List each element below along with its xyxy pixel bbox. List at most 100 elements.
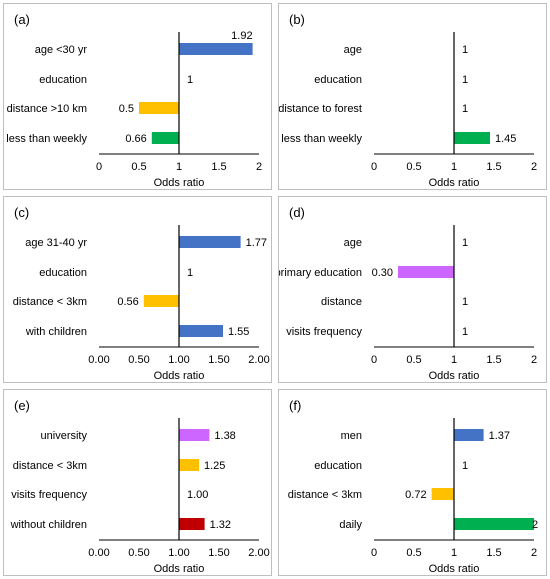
category-label: age <30 yr [35, 44, 88, 56]
chart-panel-e: 0.00 0.50 1.00 1.50 2.00 Odds ratio university… [3, 389, 272, 576]
value-label: 1 [187, 267, 193, 279]
x-tick-label: 0.5 [406, 547, 421, 559]
category-label: daily [339, 519, 362, 531]
x-tick-label: 0.50 [128, 547, 149, 559]
category-label: less than weekly [6, 133, 87, 145]
category-label: men [341, 430, 362, 442]
x-tick-label: 1.00 [168, 547, 189, 559]
value-label: 1 [187, 74, 193, 86]
value-label: 0.30 [372, 267, 393, 279]
x-tick-label: 0.00 [88, 354, 109, 366]
category-label: education [314, 460, 362, 472]
category-label: visits frequency [11, 489, 87, 501]
bar [454, 429, 484, 441]
x-tick-label: 1.00 [168, 354, 189, 366]
chart-panel-b: 0 0.5 1 1.5 2 Odds ratio age 1 education 1 distanc… [278, 3, 547, 190]
x-axis-title: Odds ratio [154, 177, 205, 189]
category-label: age [344, 44, 362, 56]
x-axis-title: Odds ratio [429, 563, 480, 575]
panel-label: (a) [14, 12, 30, 27]
bar [179, 459, 199, 471]
x-tick-label: 1.5 [486, 161, 501, 173]
category-label: without children [10, 519, 87, 531]
bar [143, 295, 179, 307]
x-tick-label: 1.5 [486, 547, 501, 559]
category-label: age 31-40 yr [25, 237, 87, 249]
x-tick-label: 0 [371, 354, 377, 366]
x-tick-label: 2.00 [248, 354, 269, 366]
bar [431, 488, 454, 500]
bar [151, 132, 179, 144]
chart-panel-f: 0 0.5 1 1.5 2 Odds ratio men 1.37 education 1 dist… [278, 389, 547, 576]
value-label: 1 [462, 44, 468, 56]
x-axis-title: Odds ratio [154, 370, 205, 382]
value-label: 1 [462, 74, 468, 86]
category-label: education [39, 267, 87, 279]
x-tick-label: 0.00 [88, 547, 109, 559]
value-label: 1 [462, 460, 468, 472]
x-tick-label: 0.5 [406, 161, 421, 173]
x-tick-label: 1.50 [208, 547, 229, 559]
x-tick-label: 1.5 [211, 161, 226, 173]
x-tick-label: 0 [96, 161, 102, 173]
bar [179, 43, 253, 55]
panel-label: (d) [289, 205, 305, 220]
chart-svg: 0.00 0.50 1.00 1.50 2.00 Odds ratio university… [10, 418, 270, 575]
bar [454, 132, 490, 144]
x-tick-label: 2.00 [248, 547, 269, 559]
value-label: 1.38 [214, 430, 235, 442]
x-tick-label: 2 [531, 354, 537, 366]
value-label: 1 [462, 103, 468, 115]
value-label: 0.56 [117, 296, 138, 308]
chart-svg: 0 0.5 1 1.5 2 Odds ratio men 1.37 education 1 dist… [288, 418, 538, 575]
value-label: 1.37 [489, 430, 510, 442]
x-tick-label: 0.5 [131, 161, 146, 173]
panel-label: (c) [14, 205, 30, 220]
category-label: university [41, 430, 88, 442]
chart-svg: 0.00 0.50 1.00 1.50 2.00 Odds ratio age 31-40 … [13, 225, 270, 382]
category-label: age [344, 237, 362, 249]
value-label: 1.00 [187, 489, 208, 501]
x-tick-label: 1 [451, 547, 457, 559]
x-tick-label: 1.50 [208, 354, 229, 366]
x-axis-title: Odds ratio [429, 177, 480, 189]
panel-label: (b) [289, 12, 305, 27]
value-label: 1.55 [228, 326, 249, 338]
category-label: education [314, 74, 362, 86]
x-tick-label: 1 [451, 161, 457, 173]
x-tick-label: 2 [256, 161, 262, 173]
value-label: 1.77 [246, 237, 267, 249]
x-tick-label: 1 [176, 161, 182, 173]
x-axis-title: Odds ratio [154, 563, 205, 575]
category-label: distance < 3km [288, 489, 362, 501]
bar [454, 518, 534, 530]
category-label: less than weekly [281, 133, 362, 145]
value-label: 2 [532, 519, 538, 531]
value-label: 0.5 [119, 103, 134, 115]
chart-panel-a: 0 0.5 1 1.5 2 Odds ratio age <30 yr 1.92 educati… [3, 3, 272, 190]
x-tick-label: 0 [371, 547, 377, 559]
value-label: 1.25 [204, 460, 225, 472]
value-label: 1 [462, 326, 468, 338]
value-label: 1.32 [210, 519, 231, 531]
x-tick-label: 0 [371, 161, 377, 173]
chart-svg: 0 0.5 1 1.5 2 Odds ratio age <30 yr 1.92 educati… [6, 30, 262, 189]
bar [139, 102, 179, 114]
x-axis-title: Odds ratio [429, 370, 480, 382]
x-tick-label: 2 [531, 547, 537, 559]
panel-label: (e) [14, 398, 30, 413]
category-label: distance < 3km [13, 460, 87, 472]
value-label: 0.72 [405, 489, 426, 501]
bar [179, 236, 241, 248]
chart-svg: 0 0.5 1 1.5 2 Odds ratio age 1 education 1 distanc… [279, 32, 537, 189]
chart-panel-c: 0.00 0.50 1.00 1.50 2.00 Odds ratio age 31-40 … [3, 196, 272, 383]
value-label: 1.92 [231, 30, 252, 42]
bar [179, 518, 205, 530]
category-label: distance >10 km [7, 103, 87, 115]
chart-svg: 0 0.5 1 1.5 2 Odds ratio age 1 primary education… [279, 225, 537, 382]
x-tick-label: 1 [451, 354, 457, 366]
category-label: distance to forest [279, 103, 362, 115]
category-label: with children [25, 326, 87, 338]
category-label: distance < 3km [13, 296, 87, 308]
category-label: visits frequency [286, 326, 362, 338]
